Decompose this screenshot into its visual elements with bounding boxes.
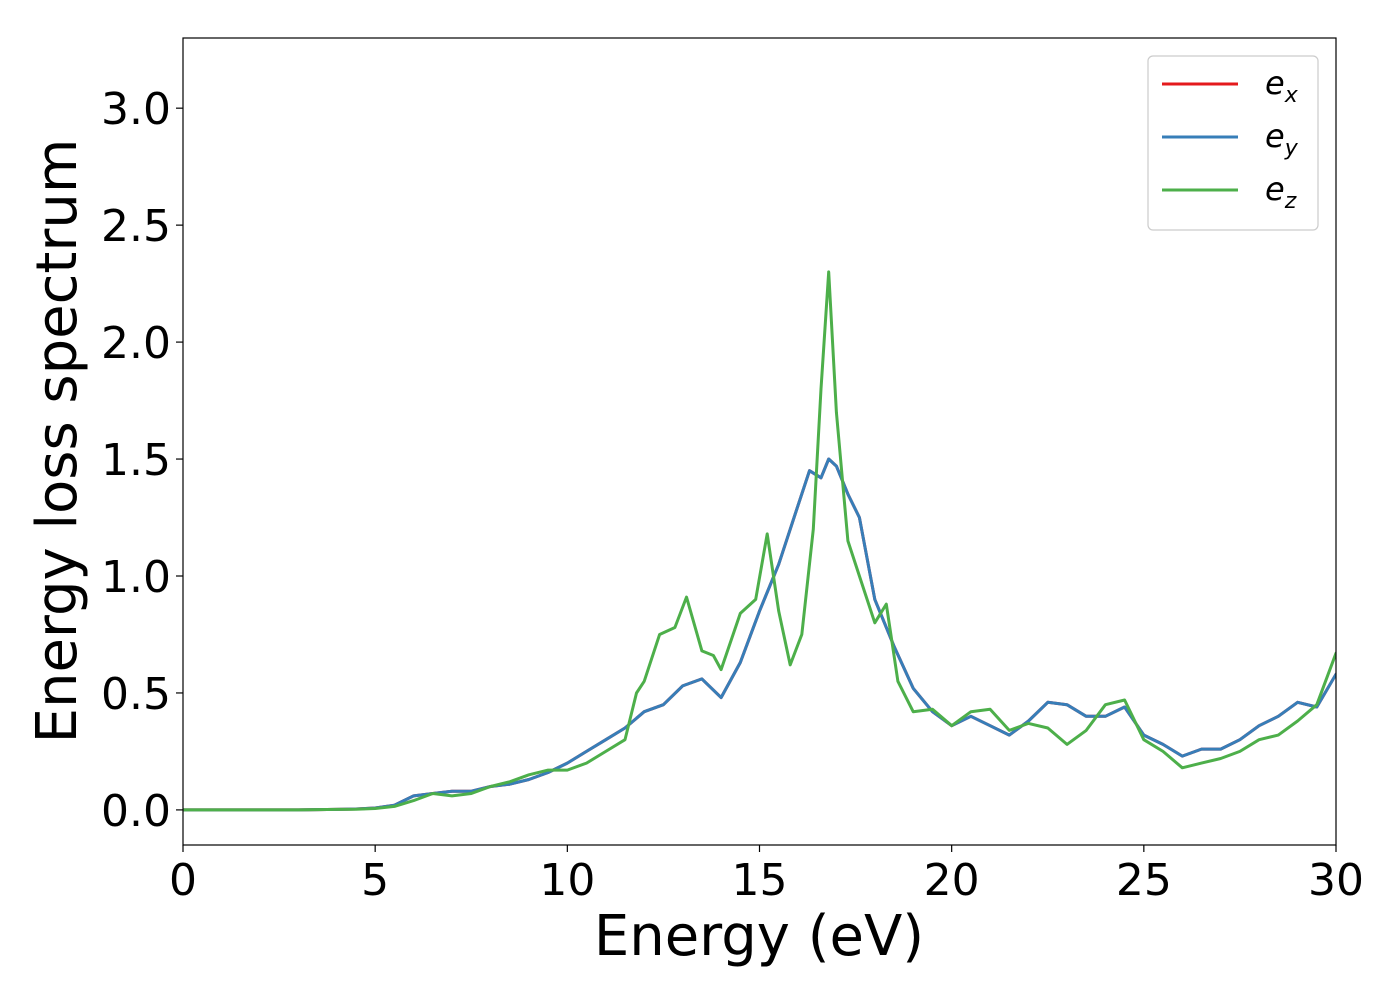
x-tick-label: 0	[169, 855, 197, 906]
series-lines	[183, 270, 1336, 812]
x-axis-label: Energy (eV)	[594, 904, 924, 969]
series-line-z	[183, 270, 1336, 812]
x-tick-label: 10	[539, 855, 595, 906]
y-tick-label: 0.5	[101, 669, 171, 720]
series-line-y	[183, 457, 1336, 812]
y-tick-label: 2.0	[101, 318, 171, 369]
x-tick-label: 25	[1116, 855, 1172, 906]
y-tick-label: 0.0	[101, 786, 171, 837]
y-axis-ticks: 0.0 0.5 1.0 1.5 2.0 2.5 3.0	[101, 84, 183, 837]
x-tick-label: 30	[1308, 855, 1364, 906]
legend-label-z: ez	[1265, 170, 1297, 214]
legend-box	[1147, 55, 1319, 231]
x-tick-label: 20	[924, 855, 980, 906]
x-tick-label: 15	[732, 855, 788, 906]
y-tick-label: 2.5	[101, 201, 171, 252]
legend-label-x: ex	[1265, 64, 1299, 108]
y-tick-label: 1.0	[101, 552, 171, 603]
y-axis-label: Energy loss spectrum	[25, 139, 90, 744]
series-line-x	[183, 457, 1336, 812]
plot-frame	[182, 37, 1337, 846]
y-tick-label: 3.0	[101, 84, 171, 135]
legend: ex ey ez	[1147, 55, 1319, 231]
x-tick-label: 5	[361, 855, 389, 906]
legend-label-y: ey	[1265, 117, 1299, 161]
x-axis-ticks: 0 5 10 15 20 25 30	[169, 845, 1364, 906]
y-tick-label: 1.5	[101, 435, 171, 486]
